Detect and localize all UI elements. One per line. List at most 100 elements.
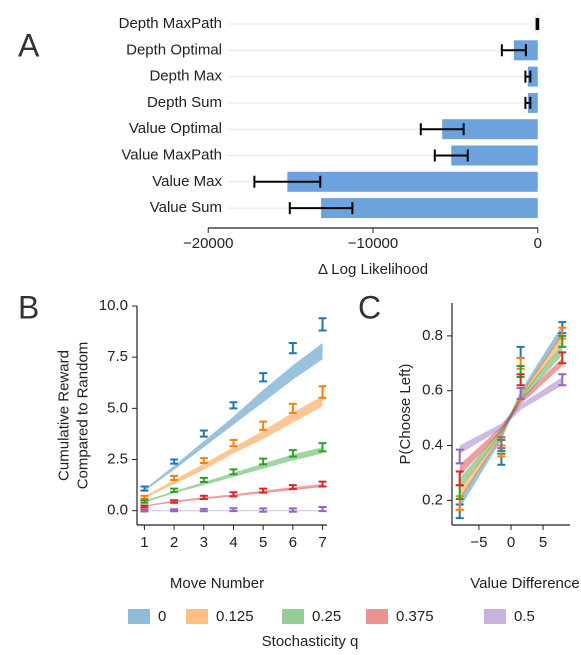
category-label: Value Max bbox=[152, 173, 222, 190]
error-bar bbox=[199, 476, 208, 484]
y-axis-label: P(Choose Left) bbox=[397, 364, 414, 465]
error-bar bbox=[199, 457, 208, 464]
error-bar bbox=[497, 436, 506, 450]
error-bar bbox=[140, 485, 149, 492]
error-bar bbox=[433, 149, 469, 162]
error-bar bbox=[140, 494, 149, 501]
bar bbox=[527, 66, 538, 87]
error-bar bbox=[259, 457, 268, 466]
error-bar bbox=[318, 385, 327, 399]
legend-label: 0 bbox=[158, 608, 166, 625]
y-tick-label: 0.4 bbox=[422, 436, 443, 453]
y-tick-label: 0.0 bbox=[107, 502, 128, 519]
category-label: Value MaxPath bbox=[121, 146, 222, 163]
error-bar bbox=[318, 505, 327, 513]
model-band bbox=[459, 333, 563, 501]
error-bar bbox=[288, 484, 297, 491]
category-label: Value Optimal bbox=[129, 120, 222, 137]
error-bar bbox=[259, 507, 268, 513]
error-bar bbox=[170, 499, 179, 504]
x-tick-label: 5 bbox=[539, 534, 547, 551]
error-bar bbox=[288, 202, 354, 215]
legend-title: Stochasticity q bbox=[262, 633, 359, 650]
legend-swatch bbox=[366, 609, 388, 624]
y-tick-label: 10.0 bbox=[99, 297, 128, 314]
category-label: Depth Sum bbox=[147, 94, 222, 111]
error-bar bbox=[229, 468, 238, 476]
legend-label: 0.5 bbox=[514, 608, 535, 625]
error-bar bbox=[170, 508, 179, 513]
category-label: Depth MaxPath bbox=[119, 15, 222, 32]
bar bbox=[527, 92, 538, 113]
bar bbox=[451, 145, 538, 166]
legend-swatch bbox=[128, 609, 150, 624]
x-tick-label: 6 bbox=[289, 534, 297, 551]
model-band bbox=[144, 342, 323, 492]
error-bar bbox=[229, 507, 238, 513]
y-tick-label: 0.6 bbox=[422, 382, 443, 399]
category-label: Value Sum bbox=[150, 199, 222, 216]
model-band bbox=[459, 377, 563, 454]
error-bar bbox=[288, 342, 297, 355]
panel-label: B bbox=[18, 289, 39, 325]
y-tick-label: 5.0 bbox=[107, 399, 128, 416]
error-bar bbox=[558, 351, 567, 365]
model-band bbox=[144, 396, 323, 499]
error-bar bbox=[170, 458, 179, 465]
error-bar bbox=[516, 386, 525, 400]
model-band bbox=[459, 324, 563, 509]
error-bar bbox=[199, 494, 208, 501]
error-bar bbox=[419, 123, 465, 136]
x-tick-label: 4 bbox=[229, 534, 237, 551]
y-tick-label: 7.5 bbox=[107, 348, 128, 365]
y-axis-label: Compared to Random bbox=[74, 342, 91, 490]
x-tick-label: 2 bbox=[170, 534, 178, 551]
legend-swatch bbox=[484, 609, 506, 624]
bar bbox=[321, 198, 538, 219]
error-bar bbox=[229, 491, 238, 498]
error-bar bbox=[524, 96, 532, 109]
x-tick-label: 5 bbox=[259, 534, 267, 551]
error-bar bbox=[524, 70, 532, 83]
error-bar bbox=[288, 449, 297, 458]
legend-label: 0.375 bbox=[396, 608, 434, 625]
error-bar bbox=[229, 401, 238, 410]
error-bar bbox=[500, 44, 527, 57]
x-tick-label: −5 bbox=[470, 534, 487, 551]
legend-label: 0.25 bbox=[312, 608, 341, 625]
error-bar bbox=[199, 429, 208, 438]
error-bar bbox=[259, 372, 268, 383]
y-axis-label: Cumulative Reward bbox=[55, 350, 72, 481]
error-bar bbox=[318, 480, 327, 488]
error-bar bbox=[558, 373, 567, 387]
error-bar bbox=[288, 402, 297, 414]
error-bar bbox=[288, 507, 297, 513]
error-bar bbox=[259, 420, 268, 431]
legend-swatch bbox=[282, 609, 304, 624]
x-tick-label: 0 bbox=[534, 235, 542, 252]
model-band bbox=[459, 344, 563, 490]
x-axis-label: Δ Log Likelihood bbox=[318, 261, 428, 278]
x-tick-label: −10000 bbox=[348, 235, 398, 252]
error-bar bbox=[535, 18, 540, 30]
x-tick-label: −20000 bbox=[183, 235, 233, 252]
x-tick-label: 7 bbox=[318, 534, 326, 551]
y-tick-label: 0.8 bbox=[422, 327, 443, 344]
error-bar bbox=[140, 499, 149, 504]
error-bar bbox=[516, 373, 525, 387]
error-bar bbox=[455, 448, 464, 465]
error-bar bbox=[558, 334, 567, 348]
error-bar bbox=[318, 317, 327, 332]
error-bar bbox=[199, 507, 208, 513]
bar bbox=[287, 171, 538, 192]
error-bar bbox=[229, 439, 238, 448]
x-tick-label: 1 bbox=[140, 534, 148, 551]
panel-label: A bbox=[18, 27, 40, 63]
model-band bbox=[459, 357, 563, 476]
x-axis-label: Move Number bbox=[170, 575, 264, 592]
error-bar bbox=[253, 175, 322, 188]
error-bar bbox=[259, 487, 268, 494]
category-label: Depth Optimal bbox=[126, 41, 222, 58]
